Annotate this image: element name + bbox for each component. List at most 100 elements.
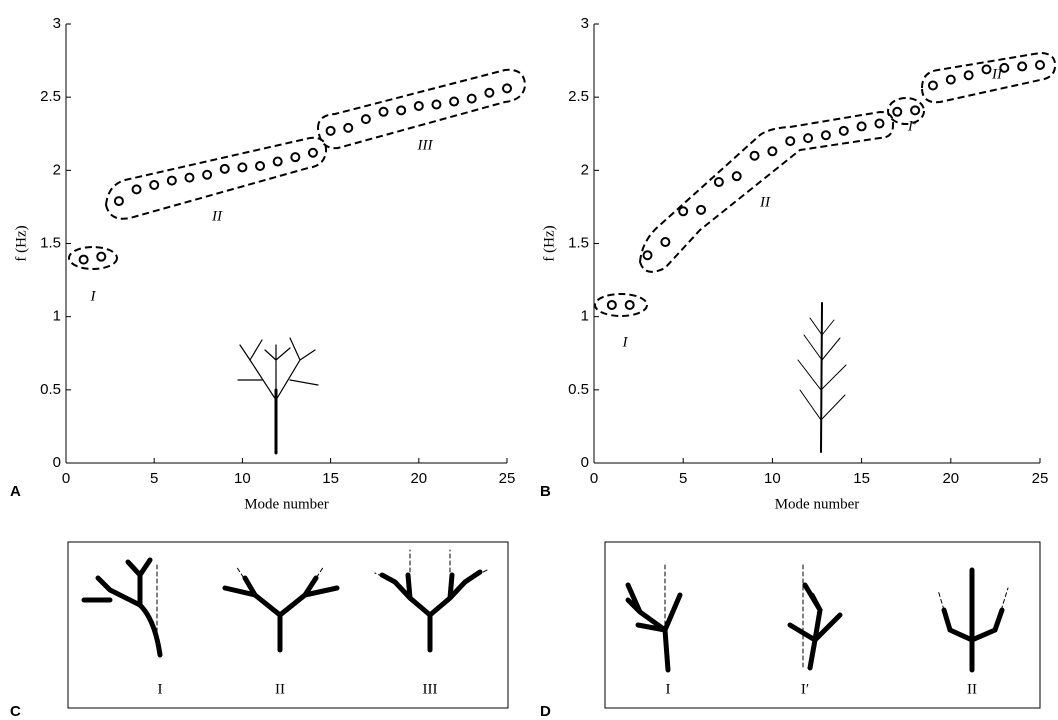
- y-tick-label: 3: [581, 15, 589, 32]
- branch-sketches: [81, 549, 1009, 673]
- panel-label: A: [10, 483, 21, 500]
- data-point: [237, 162, 248, 173]
- x-tick-label: 15: [853, 470, 870, 487]
- panel-label: C: [10, 703, 21, 720]
- mode-label: II: [967, 681, 977, 697]
- data-point: [999, 62, 1010, 73]
- data-point: [981, 64, 992, 75]
- data-point: [113, 196, 124, 207]
- panel-label: D: [540, 703, 551, 720]
- y-tick-label: 2.5: [40, 88, 61, 105]
- y-tick-label: 1.5: [40, 234, 61, 251]
- data-point: [378, 106, 389, 117]
- y-tick-label: 2: [53, 161, 61, 178]
- x-tick-label: 10: [764, 470, 781, 487]
- data-point: [166, 175, 177, 186]
- x-tick-label: 25: [1032, 470, 1049, 487]
- data-point: [945, 74, 956, 85]
- group-label: II: [759, 194, 771, 210]
- data-point: [149, 179, 160, 190]
- data-point: [660, 237, 671, 248]
- x-tick-label: 25: [499, 470, 516, 487]
- mode-label: I′: [801, 681, 809, 697]
- data-point: [1017, 61, 1028, 72]
- group-label: I: [90, 288, 97, 304]
- data-point: [820, 130, 831, 141]
- x-tick-label: 20: [942, 470, 959, 487]
- y-axis-label: f (Hz): [13, 225, 29, 261]
- data-point: [803, 133, 814, 144]
- mode-label: I: [666, 681, 671, 697]
- data-point: [255, 160, 266, 171]
- x-tick-label: 10: [234, 470, 251, 487]
- data-point: [874, 118, 885, 129]
- y-tick-label: 0: [53, 454, 61, 471]
- data-point: [484, 87, 495, 98]
- y-tick-label: 1: [581, 308, 589, 325]
- data-point: [785, 136, 796, 147]
- y-tick-label: 3: [53, 15, 61, 32]
- x-tick-label: 0: [590, 470, 598, 487]
- diagram-frame: [604, 541, 1041, 709]
- y-tick-label: 1.5: [568, 234, 589, 251]
- data-point: [892, 106, 903, 117]
- data-point: [502, 83, 512, 94]
- data-point: [202, 169, 213, 180]
- x-tick-label: 5: [150, 470, 158, 487]
- y-tick-label: 0: [581, 454, 589, 471]
- group-outlines: [68, 51, 1057, 317]
- data-point: [624, 299, 635, 310]
- data-point: [466, 93, 477, 104]
- data-point: [343, 122, 354, 133]
- data-point: [413, 100, 424, 111]
- x-tick-label: 5: [679, 470, 687, 487]
- data-point: [290, 152, 301, 163]
- x-tick-label: 15: [322, 470, 339, 487]
- group-label: II: [211, 208, 223, 224]
- x-axis-label: Mode number: [244, 496, 329, 512]
- tree-a: [237, 337, 319, 455]
- data-point: [325, 125, 336, 136]
- y-tick-label: 2.5: [568, 88, 589, 105]
- data-point: [184, 172, 195, 183]
- y-tick-label: 2: [581, 161, 589, 178]
- data-point: [449, 96, 460, 107]
- data-point: [731, 171, 742, 182]
- tree-b: [797, 302, 847, 453]
- data-point: [767, 146, 778, 157]
- y-tick-label: 0.5: [568, 381, 589, 398]
- mode-label: II: [275, 681, 285, 697]
- group-label: I′: [907, 118, 917, 134]
- mode-label: I: [158, 681, 163, 697]
- data-point: [78, 254, 89, 265]
- data-point: [219, 163, 230, 174]
- data-point: [642, 250, 653, 261]
- data-point: [96, 251, 107, 262]
- data-point: [838, 125, 849, 136]
- x-axis-label: Mode number: [775, 496, 860, 512]
- data-point: [856, 121, 867, 132]
- diagram-frame: [67, 541, 509, 709]
- y-tick-label: 1: [53, 308, 61, 325]
- panel-label: B: [540, 483, 551, 500]
- x-tick-label: 0: [62, 470, 70, 487]
- data-point: [360, 114, 371, 125]
- data-point: [749, 150, 760, 161]
- y-axis-label: f (Hz): [541, 225, 557, 261]
- data-point: [963, 70, 974, 81]
- group-label: III: [417, 137, 434, 153]
- data-point: [131, 184, 142, 195]
- x-tick-label: 20: [410, 470, 427, 487]
- data-point: [1035, 59, 1045, 70]
- data-point: [713, 177, 724, 188]
- data-point: [396, 105, 407, 116]
- mode-label: III: [423, 681, 438, 697]
- data-point: [272, 156, 283, 167]
- data-point: [606, 299, 617, 310]
- data-point: [431, 99, 442, 110]
- group-label: I: [622, 334, 629, 350]
- group-label: II: [991, 66, 1003, 82]
- data-point: [696, 204, 707, 215]
- data-point: [927, 80, 938, 91]
